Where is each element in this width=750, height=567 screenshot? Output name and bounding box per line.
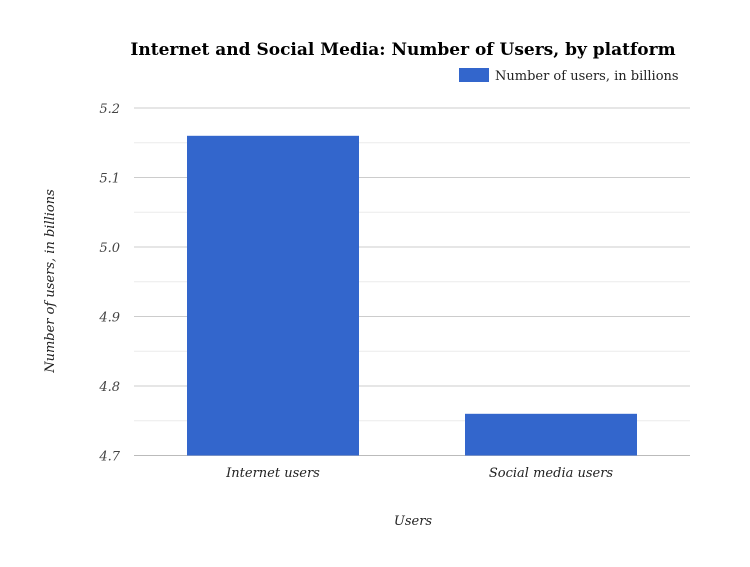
- bar: [465, 413, 637, 456]
- y-tick-label: 4.8: [98, 380, 120, 395]
- x-tick-label: Social media users: [489, 466, 614, 481]
- x-axis-title: Users: [394, 514, 433, 529]
- chart-title: Internet and Social Media: Number of Use…: [130, 40, 675, 60]
- y-tick-label: 4.7: [98, 450, 120, 465]
- legend-swatch: [459, 68, 489, 82]
- legend-label: Number of users, in billions: [495, 69, 679, 84]
- bar: [187, 135, 359, 456]
- y-axis-title: Number of users, in billions: [43, 189, 58, 374]
- y-tick-label: 5.2: [99, 102, 120, 117]
- y-tick-label: 4.9: [98, 311, 120, 326]
- y-tick-label: 5.0: [99, 241, 120, 256]
- y-tick-label: 5.1: [99, 172, 120, 187]
- x-tick-label: Internet users: [225, 466, 320, 481]
